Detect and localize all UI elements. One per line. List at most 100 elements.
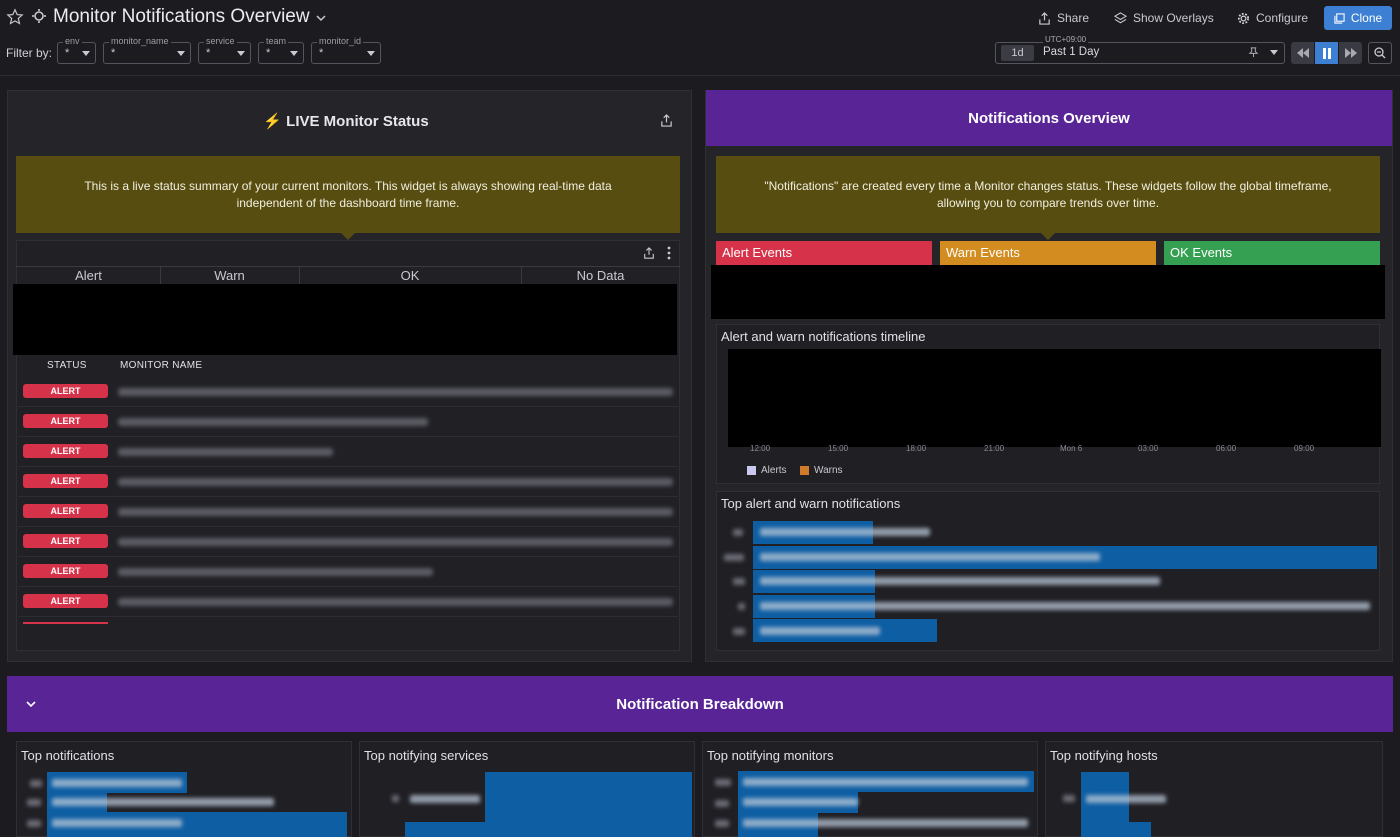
redacted-label: [1086, 795, 1166, 803]
time-range-chip: 1d: [1001, 45, 1034, 61]
pause-button[interactable]: [1315, 42, 1338, 64]
table-row[interactable]: ALERT: [18, 407, 678, 437]
x-tick: 06:00: [1216, 444, 1237, 453]
redacted-monitor-name: [118, 508, 673, 516]
redacted-monitor-name: [118, 448, 333, 456]
filter-by-label: Filter by:: [6, 46, 53, 60]
table-row[interactable]: ALERT: [18, 557, 678, 587]
x-tick: 15:00: [828, 444, 849, 453]
legend-swatch-alerts: [747, 466, 756, 475]
export-icon[interactable]: [660, 114, 673, 127]
status-badge: ALERT: [23, 444, 108, 458]
zoom-out-icon: [1374, 47, 1386, 59]
dashboard-header: Monitor Notifications Overview Share Sho…: [0, 0, 1400, 76]
divider: [160, 267, 161, 285]
status-badge: ALERT: [23, 594, 108, 608]
redacted-count: [738, 603, 745, 610]
redacted-count: [733, 578, 745, 585]
redacted-monitor-name: [118, 418, 428, 426]
redacted-label: [52, 798, 274, 806]
table-row[interactable]: ALERT: [18, 497, 678, 527]
notifications-note: "Notifications" are created every time a…: [716, 156, 1380, 240]
time-range-picker[interactable]: [995, 42, 1285, 64]
notifications-overview-title: Notifications Overview: [706, 90, 1392, 146]
x-tick: 09:00: [1294, 444, 1315, 453]
pin-icon[interactable]: [1248, 47, 1259, 58]
redacted-count: [715, 820, 729, 827]
caret-down-icon: [237, 51, 245, 56]
top-notifying-services-title: Top notifying services: [364, 748, 489, 763]
export-icon[interactable]: [643, 247, 655, 259]
legend-label-warns[interactable]: Warns: [814, 465, 843, 476]
configure-button[interactable]: Configure: [1237, 6, 1308, 30]
chevron-down-icon[interactable]: [315, 12, 327, 24]
x-tick: 21:00: [984, 444, 1005, 453]
redacted-monitor-name: [118, 478, 673, 486]
redacted-label: [743, 778, 1028, 786]
redacted-count: [27, 820, 41, 827]
status-col-ok: OK: [400, 268, 420, 283]
redacted-label: [410, 795, 480, 803]
share-button[interactable]: Share: [1038, 6, 1089, 30]
page-title[interactable]: Monitor Notifications Overview: [53, 6, 310, 27]
filter-monitor-id[interactable]: monitor_id *: [311, 36, 381, 64]
redacted-count: [733, 628, 745, 635]
redacted-monitor-name: [118, 388, 673, 396]
rewind-button[interactable]: [1291, 42, 1314, 64]
redacted-label: [760, 577, 1160, 585]
copy-icon: [1334, 12, 1345, 24]
status-col-warn: Warn: [214, 268, 245, 283]
time-range-label: Past 1 Day: [1043, 46, 1100, 58]
more-options-icon[interactable]: [664, 246, 674, 260]
warn-events-header: Warn Events: [940, 241, 1156, 265]
status-badge: ALERT: [23, 534, 108, 548]
redacted-label: [52, 819, 182, 827]
status-col-alert: Alert: [75, 268, 102, 283]
top-notifying-hosts-title: Top notifying hosts: [1050, 748, 1158, 763]
rewind-icon: [1296, 48, 1309, 58]
star-icon[interactable]: [6, 8, 24, 26]
filter-service[interactable]: service *: [198, 36, 251, 64]
legend-label-alerts[interactable]: Alerts: [761, 465, 787, 476]
divider: [521, 267, 522, 285]
redacted-count: [715, 779, 731, 786]
show-overlays-button[interactable]: Show Overlays: [1114, 6, 1214, 30]
table-row[interactable]: ALERT: [18, 527, 678, 557]
redacted-count: [724, 554, 744, 561]
notification-breakdown-title: Notification Breakdown: [7, 676, 1393, 732]
live-status-title: ⚡ LIVE Monitor Status: [263, 113, 429, 130]
status-badge: ALERT: [23, 564, 108, 578]
overlays-label: Show Overlays: [1133, 11, 1214, 25]
caret-down-icon[interactable]: [1270, 50, 1278, 55]
zoom-out-button[interactable]: [1368, 42, 1392, 64]
redacted-monitor-name: [118, 598, 673, 606]
status-badge: ALERT: [23, 384, 108, 398]
timezone-label: UTC+09:00: [1043, 35, 1089, 44]
configure-label: Configure: [1256, 11, 1309, 25]
redacted-timeline-chart: [728, 349, 1381, 447]
live-status-note: This is a live status summary of your cu…: [16, 156, 680, 240]
top-list-bar[interactable]: [1081, 822, 1151, 837]
redacted-label: [760, 627, 880, 635]
clone-button[interactable]: Clone: [1324, 6, 1392, 30]
table-row[interactable]: ALERT: [18, 467, 678, 497]
redacted-status-counts: [13, 284, 677, 355]
fast-forward-button[interactable]: [1339, 42, 1362, 64]
collapse-chevron-icon[interactable]: [25, 698, 37, 710]
x-tick: 18:00: [906, 444, 927, 453]
redacted-label: [760, 602, 1370, 610]
filter-monitor-name[interactable]: monitor_name *: [103, 36, 191, 64]
table-row[interactable]: ALERT: [18, 587, 678, 617]
layers-icon: [1114, 11, 1127, 23]
filter-env[interactable]: env *: [57, 36, 96, 64]
redacted-monitor-name: [118, 568, 433, 576]
table-row[interactable]: ALERT: [18, 377, 678, 407]
table-row[interactable]: ALERT: [18, 437, 678, 467]
x-tick: 03:00: [1138, 444, 1159, 453]
x-tick: Mon 6: [1060, 444, 1083, 453]
status-badge: ALERT: [23, 504, 108, 518]
filter-team[interactable]: team *: [258, 36, 304, 64]
ok-events-header: OK Events: [1164, 241, 1380, 265]
divider: [16, 266, 680, 267]
redacted-label: [760, 553, 1100, 561]
